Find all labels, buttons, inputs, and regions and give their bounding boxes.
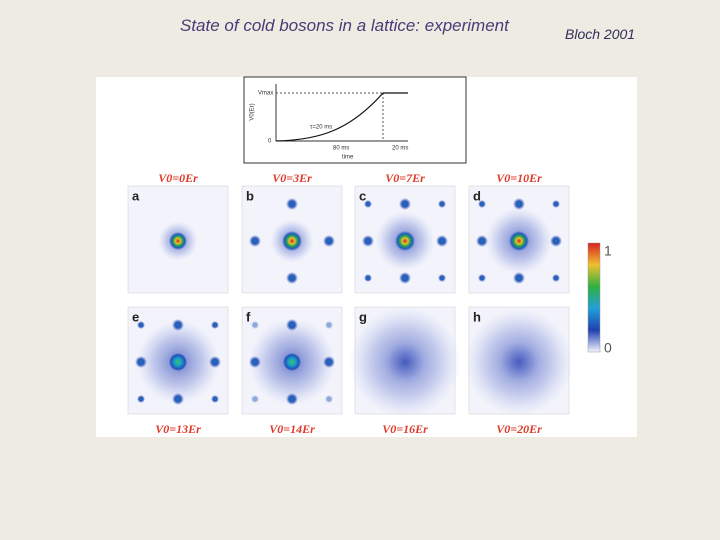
inset-max-label: Vmax xyxy=(258,91,273,97)
inset-x-label: 20 ms xyxy=(392,146,408,152)
panel-label: V0=13Er xyxy=(155,422,201,436)
peak xyxy=(478,274,486,282)
panel-label: V0=3Er xyxy=(272,171,312,185)
peak xyxy=(513,198,525,210)
panel-label: V0=20Er xyxy=(496,422,542,436)
peak xyxy=(286,272,298,284)
peak xyxy=(552,200,560,208)
peak xyxy=(364,274,372,282)
peak xyxy=(478,200,486,208)
inset-x-title: time xyxy=(342,155,354,161)
peak xyxy=(286,198,298,210)
peak xyxy=(513,272,525,284)
peak xyxy=(211,321,219,329)
peak xyxy=(169,232,187,250)
peak xyxy=(325,395,333,403)
peak xyxy=(509,231,529,251)
peak xyxy=(137,321,145,329)
panel-label: V0=14Er xyxy=(269,422,315,436)
peak xyxy=(283,353,301,371)
peak xyxy=(286,393,298,405)
panel-letter: b xyxy=(246,188,254,203)
panel-label: V0=7Er xyxy=(385,171,425,185)
slide-title: State of cold bosons in a lattice: exper… xyxy=(180,16,509,35)
panel-letter: f xyxy=(246,309,251,324)
peak xyxy=(436,235,448,247)
peak xyxy=(251,321,259,329)
peak xyxy=(209,356,221,368)
inset-x-label: 80 ms xyxy=(333,146,349,152)
inset-zero-label: 0 xyxy=(268,139,272,145)
peak xyxy=(399,198,411,210)
peak xyxy=(399,272,411,284)
peak xyxy=(249,356,261,368)
peak xyxy=(251,395,259,403)
peak xyxy=(249,235,261,247)
panel-label: V0=10Er xyxy=(496,171,542,185)
peak xyxy=(476,235,488,247)
panel-label: V0=16Er xyxy=(382,422,428,436)
peak xyxy=(362,235,374,247)
peak xyxy=(169,353,187,371)
peak xyxy=(438,274,446,282)
panels: a V0=0Er b V0=3Er c V0=7Er d V0=10Er e V0=13Er f V0… xyxy=(127,171,573,436)
halo xyxy=(497,340,541,384)
peak xyxy=(172,319,184,331)
panel-letter: g xyxy=(359,309,367,324)
peak xyxy=(550,235,562,247)
citation: Bloch 2001 xyxy=(565,26,636,42)
peak xyxy=(135,356,147,368)
panel-letter: c xyxy=(359,188,366,203)
peak xyxy=(286,319,298,331)
colorbar-label: 0 xyxy=(604,340,612,356)
halo xyxy=(383,340,427,384)
inset-plot: Vmax V0(Er) 0 τ=20 ms 80 ms 20 ms time xyxy=(243,76,467,164)
panel-letter: d xyxy=(473,188,481,203)
inset-tau-label: τ=20 ms xyxy=(310,125,332,131)
peak xyxy=(323,235,335,247)
peak xyxy=(172,393,184,405)
panel-letter: a xyxy=(132,188,140,203)
colorbar-label: 1 xyxy=(604,243,612,259)
inset-y-label: V0(Er) xyxy=(250,103,256,120)
peak xyxy=(552,274,560,282)
peak xyxy=(325,321,333,329)
colorbar xyxy=(587,242,601,353)
peak xyxy=(364,200,372,208)
peak xyxy=(395,231,415,251)
panel-letter: e xyxy=(132,309,139,324)
peak xyxy=(438,200,446,208)
peak xyxy=(211,395,219,403)
peak xyxy=(137,395,145,403)
panel-label: V0=0Er xyxy=(158,171,198,185)
peak xyxy=(282,231,302,251)
panel-letter: h xyxy=(473,309,481,324)
peak xyxy=(323,356,335,368)
